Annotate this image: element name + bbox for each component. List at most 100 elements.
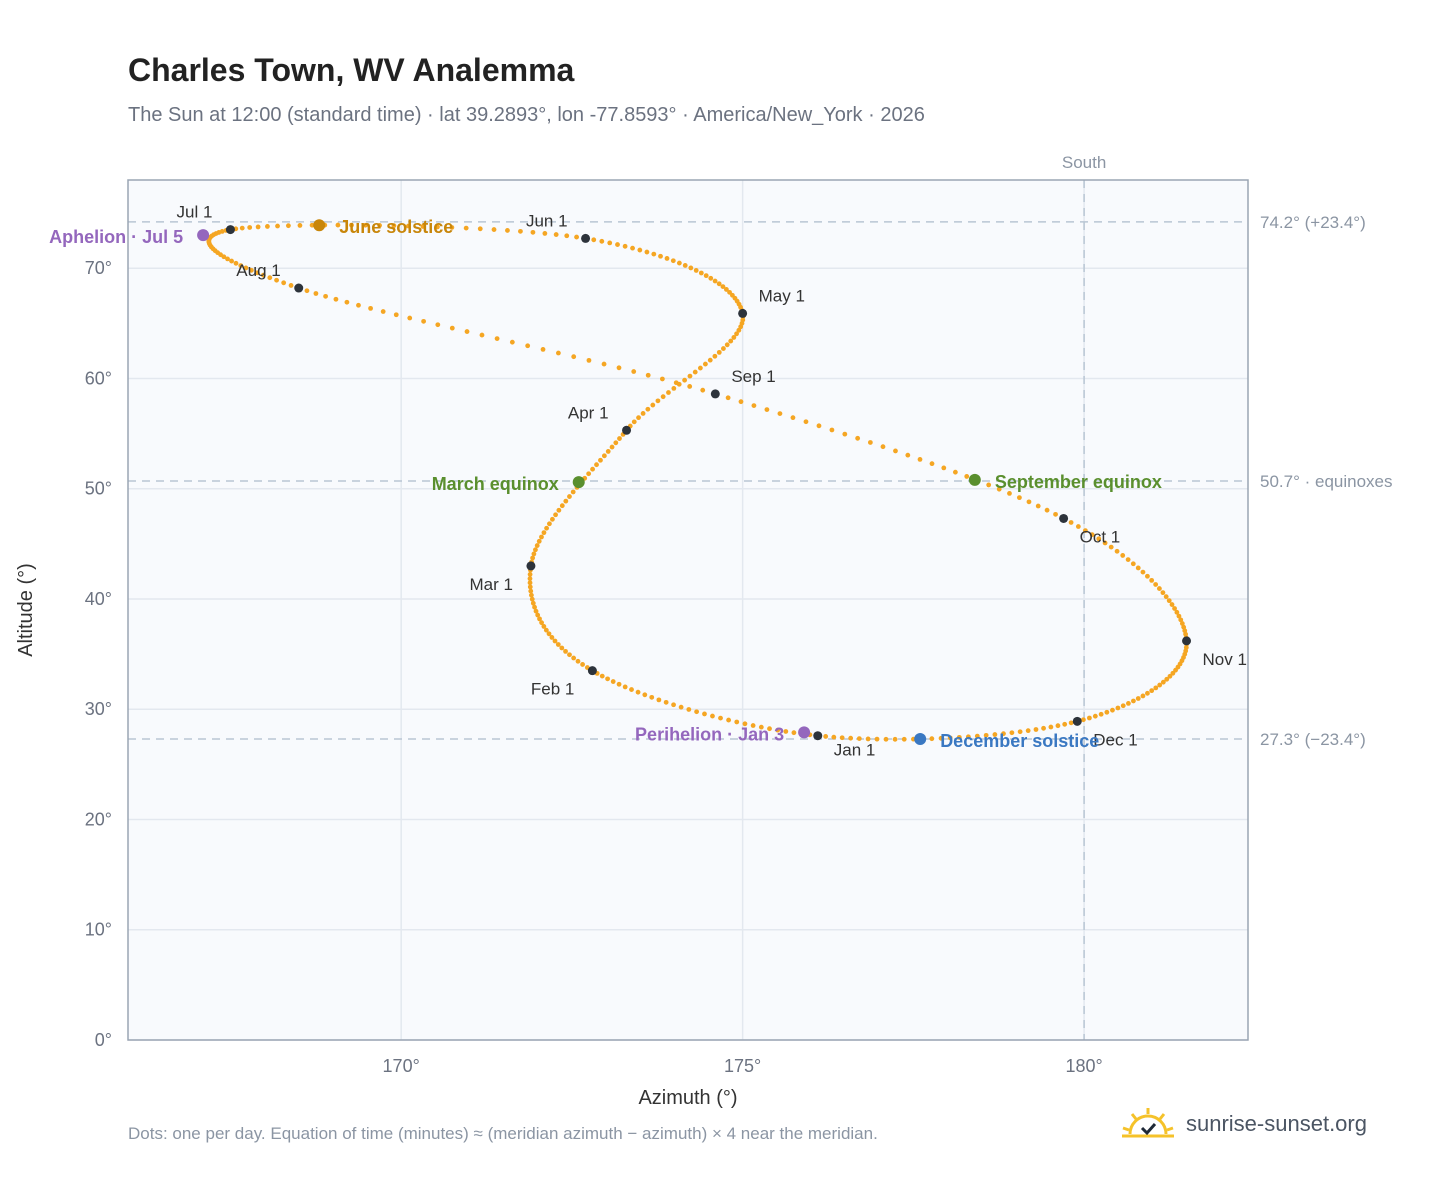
daily-dot: [874, 736, 880, 742]
daily-dot: [479, 332, 485, 338]
reference-line-label: 27.3° (−23.4°): [1260, 730, 1366, 749]
daily-dot: [607, 240, 613, 246]
daily-dot: [1164, 676, 1170, 682]
month-marker: [587, 666, 597, 676]
daily-dot: [727, 289, 732, 295]
daily-dot: [1169, 602, 1175, 607]
daily-dot: [839, 735, 845, 741]
daily-dot: [574, 234, 579, 240]
daily-dot: [1041, 725, 1046, 731]
daily-dot: [1086, 715, 1092, 721]
daily-dot: [1157, 682, 1163, 688]
daily-dot: [791, 730, 797, 736]
daily-dot: [363, 222, 368, 228]
y-tick-label: 30°: [85, 699, 112, 719]
daily-dot: [1089, 532, 1095, 538]
daily-dot: [532, 604, 537, 610]
month-label: May 1: [759, 286, 805, 305]
daily-dot: [449, 325, 455, 331]
month-marker: [581, 233, 591, 243]
daily-dot: [564, 233, 570, 239]
month-label: Mar 1: [469, 575, 512, 594]
daily-dot: [635, 689, 641, 695]
month-marker: [225, 225, 235, 235]
daily-dot: [267, 275, 273, 281]
daily-dot: [598, 457, 603, 463]
daily-dot: [531, 551, 537, 557]
daily-dot: [816, 423, 822, 429]
daily-dot: [1140, 569, 1146, 575]
daily-dot: [731, 335, 737, 340]
daily-dot: [559, 503, 565, 509]
daily-dot: [421, 318, 427, 324]
daily-dot: [947, 735, 953, 741]
month-marker: [1182, 636, 1192, 646]
daily-dot: [676, 260, 682, 266]
daily-dot: [1001, 731, 1006, 737]
daily-dot: [275, 223, 280, 229]
daily-dot: [682, 377, 688, 383]
daily-dot: [601, 453, 607, 459]
plot-area: [128, 180, 1248, 1040]
daily-dot: [702, 361, 708, 367]
month-marker: [738, 308, 748, 318]
daily-dot: [723, 287, 729, 292]
daily-dot: [1017, 729, 1023, 735]
daily-dot: [664, 256, 670, 261]
daily-dot: [848, 735, 854, 741]
daily-dot: [525, 343, 531, 349]
daily-dot: [678, 704, 684, 710]
x-tick-label: 170°: [383, 1056, 420, 1076]
daily-dot: [1153, 685, 1159, 691]
daily-dot: [964, 474, 970, 479]
daily-dot: [694, 709, 700, 715]
daily-dot: [823, 734, 829, 739]
event-marker: [968, 473, 981, 486]
daily-dot: [724, 342, 730, 348]
daily-dot: [591, 237, 597, 243]
daily-dot: [529, 592, 534, 598]
daily-dot: [758, 724, 764, 730]
daily-dot: [527, 580, 533, 586]
brand[interactable]: sunrise-sunset.org: [1120, 1104, 1367, 1144]
month-marker: [1072, 716, 1082, 726]
daily-dot: [590, 466, 595, 472]
daily-dot: [599, 238, 605, 244]
daily-dot: [629, 687, 634, 692]
daily-dot: [1035, 503, 1041, 509]
daily-dot: [726, 717, 732, 723]
daily-dot: [575, 658, 581, 664]
event-label: June solstice: [339, 217, 453, 237]
daily-dot: [1053, 511, 1058, 517]
daily-dot: [540, 346, 546, 352]
daily-dot: [636, 415, 641, 421]
daily-dot: [555, 642, 561, 647]
daily-dot: [693, 268, 699, 273]
daily-dot: [651, 251, 657, 257]
daily-dot: [1131, 698, 1136, 704]
daily-dot: [938, 735, 944, 741]
daily-dot: [645, 406, 651, 412]
daily-dot: [613, 440, 619, 446]
daily-dot: [1068, 520, 1074, 525]
event-label: March equinox: [432, 474, 559, 494]
daily-dot: [377, 223, 382, 228]
daily-dot: [1114, 548, 1120, 554]
month-label: Oct 1: [1080, 527, 1121, 546]
daily-dot: [640, 411, 646, 416]
daily-dot: [1135, 565, 1141, 571]
daily-dot: [349, 222, 354, 228]
daily-dot: [867, 440, 873, 445]
x-tick-label: 175°: [724, 1056, 761, 1076]
daily-dot: [221, 254, 227, 260]
month-marker: [710, 389, 720, 399]
daily-dot: [631, 419, 637, 425]
daily-dot: [536, 538, 542, 544]
daily-dot: [1149, 688, 1155, 694]
daily-dot: [716, 349, 722, 355]
daily-dot: [642, 692, 648, 698]
daily-dot: [265, 224, 270, 229]
daily-dot: [1033, 727, 1039, 732]
daily-dot: [655, 398, 661, 404]
